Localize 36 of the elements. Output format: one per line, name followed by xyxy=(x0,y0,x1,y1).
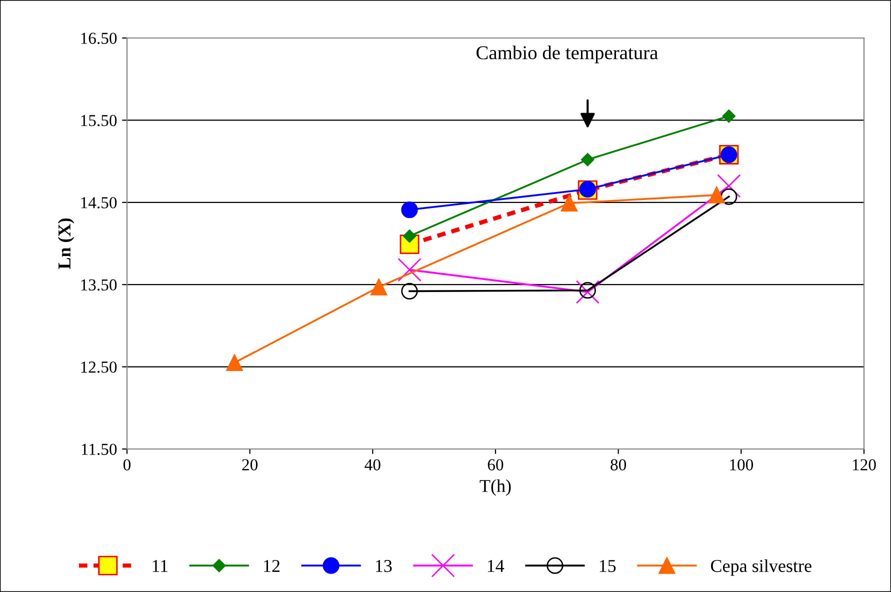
x-tick-label: 40 xyxy=(364,459,380,470)
point xyxy=(226,354,243,372)
y-tick-label: 14.50 xyxy=(81,197,117,208)
legend-label: 14 xyxy=(488,560,504,572)
legend-label: 15 xyxy=(600,560,616,572)
x-axis-title: T(h) xyxy=(480,479,511,496)
y-tick-label: 13.50 xyxy=(81,279,117,291)
y-tick-label: 12.50 xyxy=(81,362,117,373)
point xyxy=(720,188,738,205)
point xyxy=(560,194,578,212)
point xyxy=(579,282,596,299)
x-tick-label: 20 xyxy=(242,459,258,470)
legend-label: 12 xyxy=(264,560,280,572)
x-tick-label: 120 xyxy=(852,459,876,470)
y-axis-title: Ln (X) xyxy=(58,218,74,270)
x-tick-label: 0 xyxy=(123,459,131,470)
point xyxy=(401,201,418,218)
point xyxy=(398,258,422,282)
point xyxy=(717,174,741,198)
legend-label: Cepa silvestre xyxy=(710,559,812,576)
y-tick-label: 15.50 xyxy=(81,114,117,126)
point xyxy=(581,153,594,166)
legend-label: 13 xyxy=(376,560,392,572)
y-tick-label: 16.50 xyxy=(81,32,117,44)
x-tick-label: 80 xyxy=(610,459,626,470)
y-tick-label: 11.50 xyxy=(82,444,117,456)
x-tick-label: 100 xyxy=(730,459,754,470)
point xyxy=(708,186,725,204)
point xyxy=(401,282,418,300)
x-tick-label: 60 xyxy=(488,459,504,470)
point xyxy=(370,278,388,296)
annotation: Cambio de temperatura xyxy=(476,46,658,64)
legend-label: 11 xyxy=(152,560,168,572)
point xyxy=(722,110,736,123)
point xyxy=(576,280,600,304)
point xyxy=(402,230,416,243)
